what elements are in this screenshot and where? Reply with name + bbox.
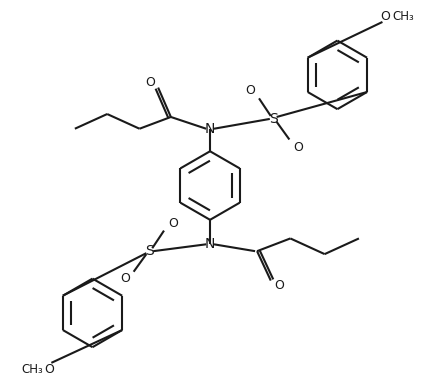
Text: O: O xyxy=(120,272,130,285)
Text: O: O xyxy=(293,141,303,154)
Text: CH₃: CH₃ xyxy=(22,363,44,376)
Text: O: O xyxy=(45,363,54,376)
Text: S: S xyxy=(145,244,153,258)
Text: N: N xyxy=(205,237,215,251)
Text: O: O xyxy=(168,217,178,230)
Text: N: N xyxy=(205,122,215,136)
Text: S: S xyxy=(269,112,278,126)
Text: O: O xyxy=(245,84,255,97)
Text: O: O xyxy=(275,279,285,292)
Text: O: O xyxy=(145,76,155,89)
Text: CH₃: CH₃ xyxy=(392,9,414,23)
Text: O: O xyxy=(380,9,391,23)
